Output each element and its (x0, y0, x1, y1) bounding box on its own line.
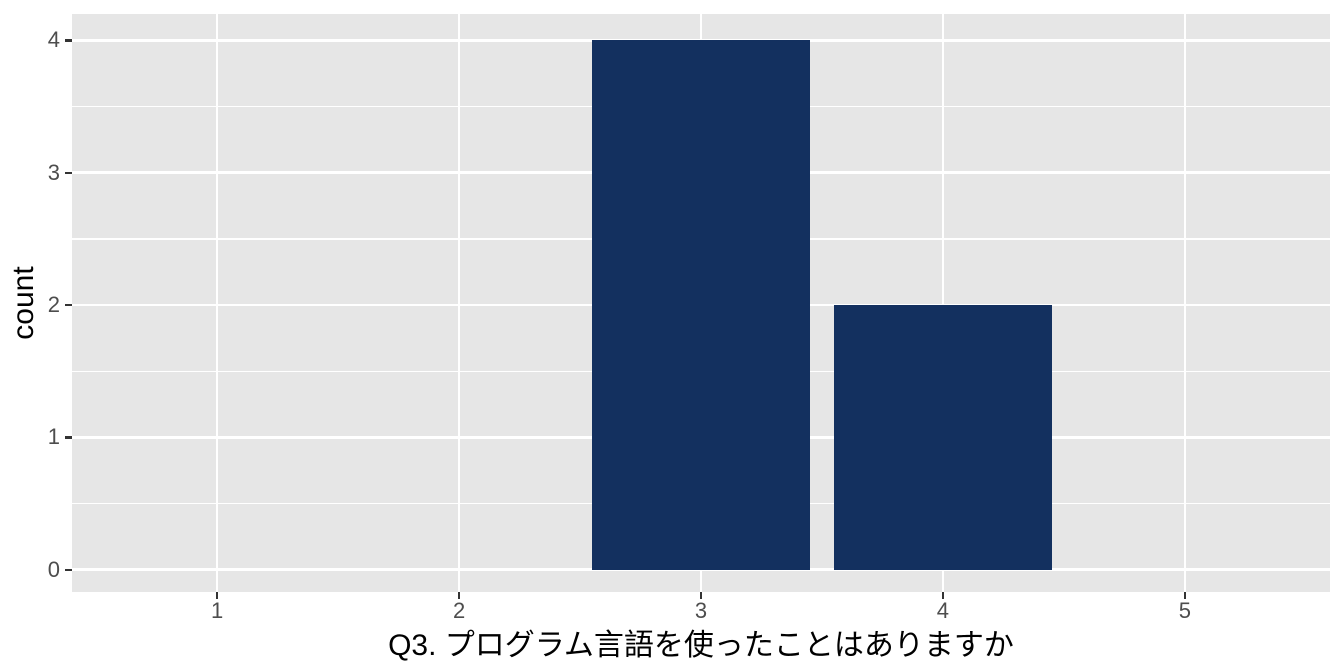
gridline-x-major (215, 14, 219, 592)
x-tick-label: 5 (1178, 598, 1191, 623)
x-axis-title: Q3. プログラム言語を使ったことはありますか (388, 629, 1014, 662)
y-tick-mark (65, 171, 72, 174)
y-tick-label: 3 (47, 159, 60, 185)
y-tick-mark (65, 568, 72, 571)
gridline-x-major (941, 14, 945, 592)
x-tick-mark (216, 592, 219, 599)
x-tick-mark (941, 592, 944, 599)
x-tick-label: 1 (211, 598, 224, 623)
y-tick-label: 4 (47, 27, 60, 53)
x-tick-label: 4 (936, 598, 950, 623)
bar-category-4 (834, 305, 1052, 570)
y-tick-mark (65, 304, 72, 307)
gridline-x-major (457, 14, 461, 592)
bar-category-3 (592, 40, 810, 570)
y-tick-label: 1 (47, 424, 60, 450)
y-tick-label: 2 (47, 292, 60, 318)
y-tick-label: 0 (47, 556, 60, 582)
x-tick-label: 2 (452, 598, 466, 623)
y-tick-mark (65, 436, 72, 439)
x-tick-label: 3 (694, 598, 708, 623)
gridline-x-major (1183, 14, 1187, 592)
x-tick-mark (1183, 592, 1186, 599)
y-tick-mark (65, 39, 72, 42)
x-tick-mark (457, 592, 461, 599)
x-tick-mark (699, 592, 703, 599)
